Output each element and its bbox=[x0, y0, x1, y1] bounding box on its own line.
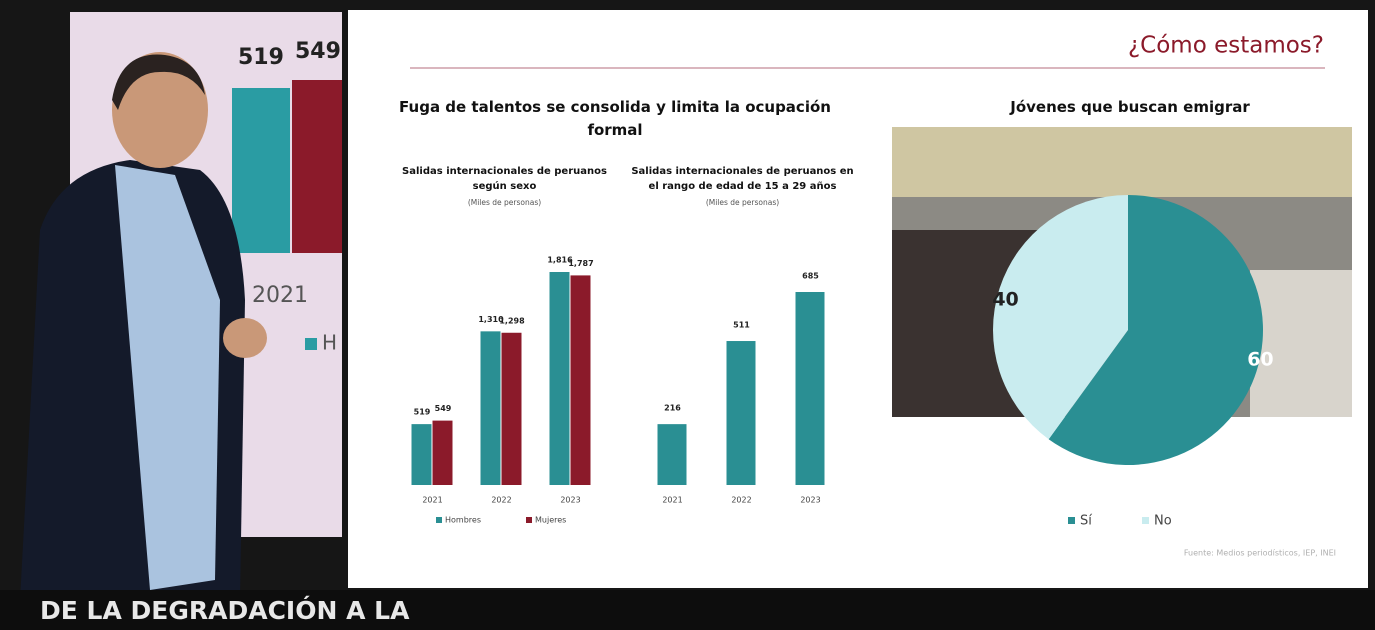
chart-title: Jóvenes que buscan emigrar bbox=[1010, 98, 1250, 116]
legend-label: No bbox=[1154, 514, 1172, 529]
back-bar bbox=[232, 88, 290, 253]
source: Fuente: Medios periodísticos, IEP, INEI bbox=[1184, 549, 1336, 558]
value-label: 60 bbox=[1247, 349, 1273, 371]
slide-title: Fuga de talentos se consolida y limita l… bbox=[399, 98, 831, 139]
chart-title: Salidas internacionales de peruanos segú… bbox=[402, 166, 607, 192]
legend-key bbox=[436, 517, 442, 523]
value-label: 40 bbox=[992, 288, 1018, 310]
x-tick-label: 2021 bbox=[422, 496, 442, 505]
back-year: 2021 bbox=[252, 283, 308, 308]
value-label: 511 bbox=[733, 321, 750, 330]
back-legend: H bbox=[322, 331, 337, 355]
slide-heading: ¿Cómo estamos? bbox=[1128, 33, 1324, 59]
presenter-hair bbox=[112, 54, 205, 110]
bar bbox=[549, 272, 570, 485]
legend-label: Sí bbox=[1080, 514, 1092, 529]
value-label: 1,816 bbox=[547, 256, 573, 265]
value-label: 1,310 bbox=[478, 315, 504, 324]
x-tick-label: 2023 bbox=[560, 496, 580, 505]
presenter-shirt bbox=[115, 165, 220, 590]
back-bar bbox=[292, 80, 342, 253]
photo-ceiling bbox=[892, 127, 1352, 197]
caption: DE LA DEGRADACIÓN A LA bbox=[40, 595, 410, 625]
legend-key bbox=[526, 517, 532, 523]
bar bbox=[570, 275, 591, 485]
legend-key bbox=[1068, 517, 1075, 524]
value-label: 1,298 bbox=[499, 316, 525, 325]
pie-slice bbox=[993, 195, 1128, 440]
bar bbox=[480, 331, 501, 485]
value-label: 1,787 bbox=[568, 259, 593, 268]
x-tick-label: 2022 bbox=[731, 496, 751, 505]
bar bbox=[411, 424, 432, 485]
pie-slice bbox=[1048, 195, 1263, 465]
presenter-head bbox=[112, 52, 208, 168]
value-label: 685 bbox=[802, 272, 819, 281]
back-legend-key bbox=[305, 338, 317, 350]
legend-key bbox=[1142, 517, 1149, 524]
value-label: 549 bbox=[435, 404, 452, 413]
bar bbox=[501, 332, 522, 485]
value-label: 216 bbox=[664, 404, 681, 413]
caption-bar bbox=[0, 590, 1375, 630]
x-tick-label: 2023 bbox=[800, 496, 820, 505]
bar bbox=[432, 420, 453, 485]
presenter-hand bbox=[223, 318, 267, 358]
legend-label: Hombres bbox=[445, 516, 481, 525]
chart-subtitle: (Miles de personas) bbox=[467, 198, 542, 207]
back-label: 549 bbox=[295, 39, 341, 64]
back-label: 519 bbox=[238, 45, 284, 70]
x-tick-label: 2021 bbox=[662, 496, 682, 505]
bar bbox=[726, 341, 756, 485]
bar bbox=[795, 292, 825, 485]
x-tick-label: 2022 bbox=[491, 496, 511, 505]
photo-counter bbox=[1250, 270, 1352, 417]
bar bbox=[657, 424, 687, 485]
value-label: 519 bbox=[414, 408, 431, 417]
chart-title: Salidas internacionales de peruanos en e… bbox=[631, 166, 854, 192]
chart-subtitle: (Miles de personas) bbox=[705, 198, 780, 207]
legend-label: Mujeres bbox=[535, 516, 566, 525]
